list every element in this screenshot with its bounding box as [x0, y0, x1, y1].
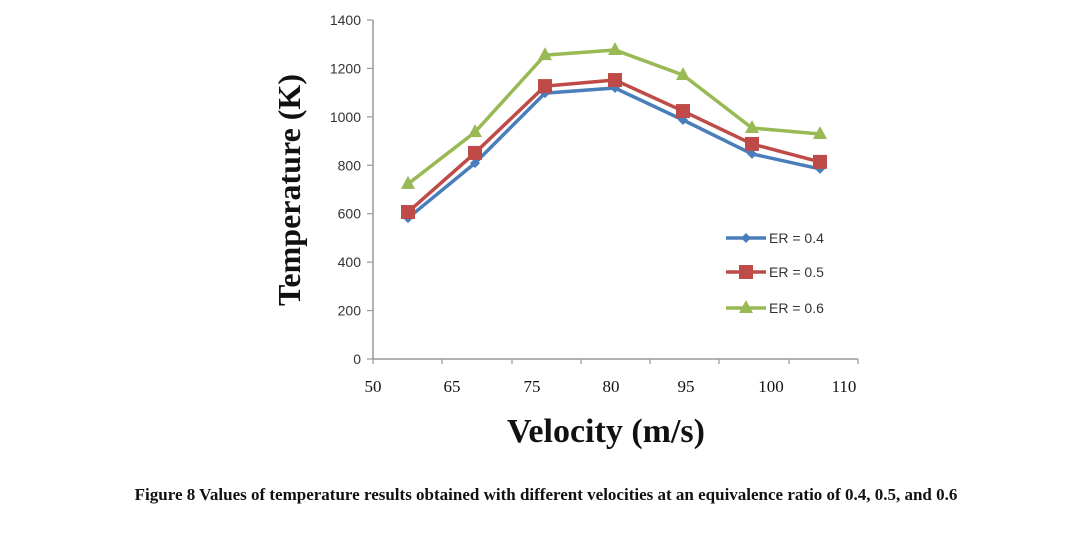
- data-point: [468, 124, 482, 138]
- data-point: [470, 158, 480, 169]
- legend-marker: [739, 300, 753, 313]
- data-point: [745, 119, 759, 133]
- legend-marker: [741, 233, 751, 243]
- data-point: [538, 47, 552, 61]
- legend-item: ER = 0.4: [726, 230, 824, 246]
- y-tick-label: 1000: [330, 109, 361, 125]
- series-line: [406, 48, 821, 186]
- x-tick-label: 50: [365, 377, 382, 396]
- x-tick-label: 80: [603, 377, 620, 396]
- y-tick-label: 800: [338, 157, 362, 173]
- x-axis-label: Velocity (m/s): [507, 413, 705, 450]
- y-tick-label: 0: [353, 351, 361, 367]
- data-point: [745, 136, 759, 151]
- x-tick-label: 110: [832, 377, 857, 396]
- data-point: [538, 79, 552, 94]
- x-ticks: 50 65 75 80 95 100 110: [365, 359, 859, 396]
- x-tick-label: 100: [758, 377, 784, 396]
- series-2: [401, 73, 827, 220]
- data-point: [608, 73, 622, 88]
- y-tick-label: 200: [338, 303, 362, 319]
- x-tick-label: 75: [524, 377, 541, 396]
- figure-caption: Figure 8 Values of temperature results o…: [134, 485, 958, 504]
- data-point: [468, 145, 482, 160]
- data-point: [813, 126, 827, 140]
- legend-label: ER = 0.4: [769, 230, 824, 246]
- data-point: [676, 104, 690, 119]
- data-point: [608, 42, 622, 56]
- data-point: [747, 148, 757, 159]
- data-point: [401, 175, 415, 189]
- data-point: [676, 66, 690, 80]
- legend-item: ER = 0.6: [726, 300, 824, 316]
- series-3: [401, 42, 827, 189]
- chart: 0 200 400 600 800 1000 1200 1400 50 65 75 80 95 100 1…: [271, 12, 859, 450]
- x-tick-label: 65: [444, 377, 461, 396]
- legend-item: ER = 0.5: [726, 264, 824, 280]
- y-tick-label: 600: [338, 206, 362, 222]
- y-tick-label: 1400: [330, 12, 361, 28]
- y-tick-label: 400: [338, 254, 362, 270]
- legend-label: ER = 0.6: [769, 300, 824, 316]
- data-point: [401, 205, 415, 220]
- data-point: [813, 154, 827, 169]
- legend-label: ER = 0.5: [769, 264, 824, 280]
- y-tick-label: 1200: [330, 60, 361, 76]
- y-ticks: 0 200 400 600 800 1000 1200 1400: [330, 12, 373, 367]
- series-lines: [401, 42, 827, 224]
- axes: [372, 20, 858, 360]
- x-tick-label: 95: [678, 377, 695, 396]
- legend: ER = 0.4 ER = 0.5 ER = 0.6: [726, 230, 824, 316]
- legend-marker: [739, 265, 753, 279]
- y-axis-label: Temperature (K): [271, 74, 307, 306]
- series-1: [403, 83, 825, 224]
